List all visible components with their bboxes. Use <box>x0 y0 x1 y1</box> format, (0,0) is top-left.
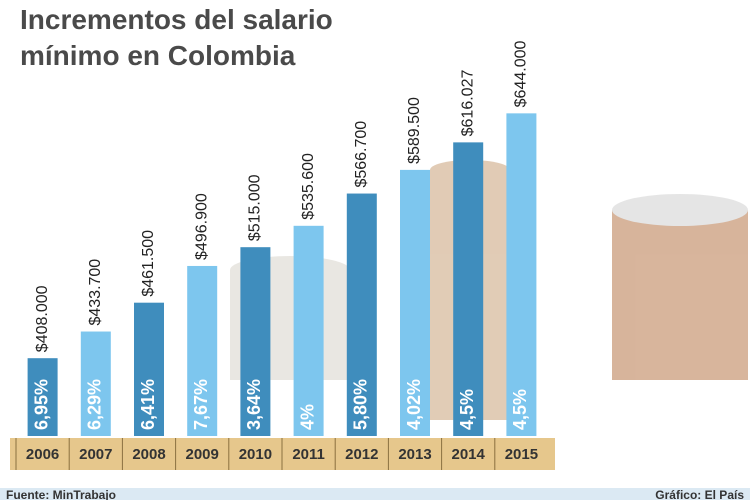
value-label: $616.027 <box>459 70 476 137</box>
x-tick-label: 2014 <box>452 446 486 463</box>
bar <box>346 193 377 436</box>
increment-label: 6,95% <box>31 379 51 430</box>
x-tick-label: 2008 <box>132 446 165 463</box>
bar <box>293 225 324 436</box>
increment-label: 4,5% <box>510 389 530 430</box>
x-tick-label: 2006 <box>26 446 59 463</box>
increment-label: 7,67% <box>191 379 211 430</box>
value-label: $408.000 <box>34 285 51 352</box>
value-label: $589.500 <box>406 97 423 164</box>
source: Fuente: MinTrabajo <box>6 488 116 500</box>
value-label: $644.000 <box>513 41 530 108</box>
increment-label: 4,02% <box>404 379 424 430</box>
increment-label: 4,5% <box>457 389 477 430</box>
value-label: $433.700 <box>87 259 104 326</box>
increment-label: 6,41% <box>138 379 158 430</box>
x-tick-label: 2013 <box>398 446 431 463</box>
x-tick-label: 2007 <box>79 446 112 463</box>
bar <box>187 265 218 436</box>
x-tick-label: 2010 <box>239 446 272 463</box>
bar <box>453 142 484 436</box>
x-tick-label: 2012 <box>345 446 378 463</box>
chart-title: Incrementos del salario mínimo en Colombi… <box>20 4 333 71</box>
x-tick-label: 2011 <box>292 446 325 463</box>
x-tick-label: 2009 <box>186 446 219 463</box>
bar <box>506 113 537 437</box>
increment-label: 5,80% <box>351 379 371 430</box>
credit: Gráfico: El País <box>655 488 744 500</box>
value-label: $515.000 <box>247 174 264 241</box>
bar <box>80 331 111 436</box>
value-label: $496.900 <box>193 193 210 260</box>
footer-band <box>0 488 750 500</box>
increment-label: 3,64% <box>244 379 264 430</box>
bar <box>27 358 58 436</box>
increment-label: 6,29% <box>85 379 105 430</box>
value-label: $535.600 <box>300 153 317 220</box>
value-label: $461.500 <box>140 230 157 297</box>
x-tick-label: 2015 <box>505 446 538 463</box>
bar <box>240 247 271 436</box>
bar <box>400 169 430 436</box>
bar <box>134 302 164 436</box>
value-label: $566.700 <box>353 121 370 188</box>
increment-label: 4% <box>297 404 317 430</box>
decoration <box>230 160 748 420</box>
